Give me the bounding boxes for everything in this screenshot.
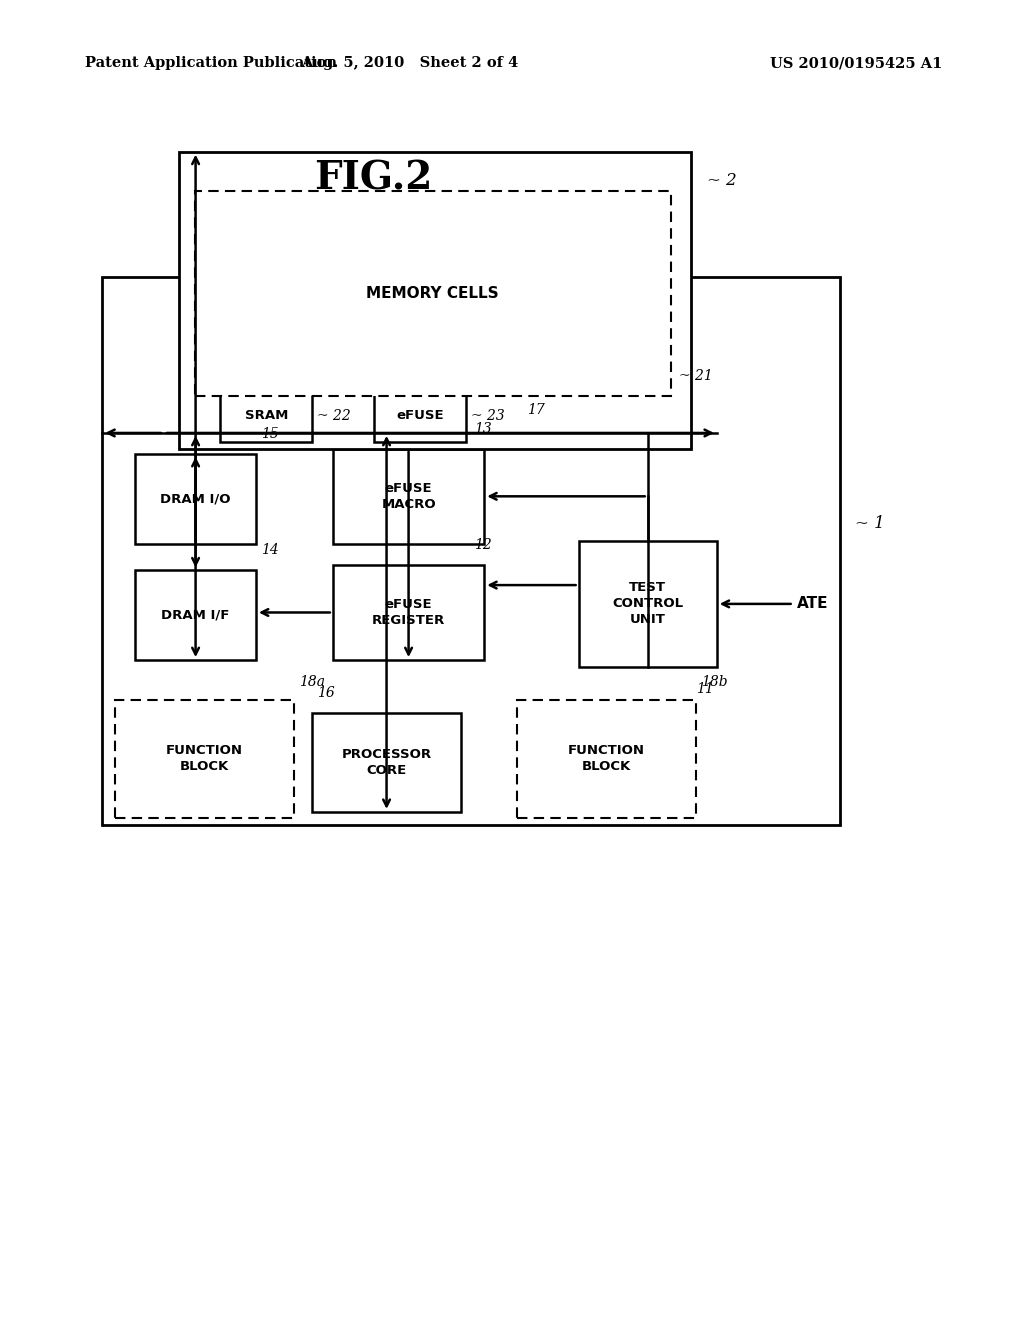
Bar: [312, 713, 461, 812]
Text: ~ 22: ~ 22: [317, 409, 351, 422]
Bar: [179, 152, 691, 449]
Text: 17: 17: [527, 403, 545, 417]
Text: FIG.2: FIG.2: [314, 160, 433, 197]
Bar: [517, 700, 696, 818]
Text: eFUSE
REGISTER: eFUSE REGISTER: [372, 598, 445, 627]
Text: SRAM: SRAM: [245, 409, 288, 422]
Text: 18b: 18b: [701, 675, 728, 689]
Text: 13: 13: [474, 421, 492, 436]
Text: FUNCTION
BLOCK: FUNCTION BLOCK: [166, 744, 243, 774]
Text: FUNCTION
BLOCK: FUNCTION BLOCK: [568, 744, 645, 774]
Text: ATE: ATE: [797, 597, 828, 611]
Bar: [374, 389, 466, 442]
Bar: [102, 277, 840, 825]
Text: DRAM I/F: DRAM I/F: [162, 609, 229, 622]
Bar: [115, 700, 294, 818]
Bar: [333, 565, 484, 660]
Bar: [333, 449, 484, 544]
Text: Aug. 5, 2010   Sheet 2 of 4: Aug. 5, 2010 Sheet 2 of 4: [301, 57, 518, 70]
Text: eFUSE
MACRO: eFUSE MACRO: [381, 482, 436, 511]
Text: ~ 1: ~ 1: [855, 515, 885, 532]
Text: DRAM I/O: DRAM I/O: [161, 492, 230, 506]
Bar: [579, 541, 717, 667]
Bar: [135, 454, 256, 544]
Bar: [195, 191, 671, 396]
Text: ~ 21: ~ 21: [679, 370, 713, 383]
Text: 18a: 18a: [299, 675, 325, 689]
Text: 12: 12: [474, 537, 492, 552]
Text: US 2010/0195425 A1: US 2010/0195425 A1: [770, 57, 942, 70]
Text: PROCESSOR
CORE: PROCESSOR CORE: [341, 748, 432, 776]
Text: 16: 16: [317, 685, 335, 700]
Text: Patent Application Publication: Patent Application Publication: [85, 57, 337, 70]
Text: ~ 2: ~ 2: [707, 172, 736, 189]
Bar: [135, 570, 256, 660]
Text: eFUSE: eFUSE: [396, 409, 443, 422]
Text: TEST
CONTROL
UNIT: TEST CONTROL UNIT: [612, 581, 683, 627]
Bar: [220, 389, 312, 442]
Text: 15: 15: [261, 426, 279, 441]
Text: 11: 11: [696, 682, 714, 697]
Text: ~ 23: ~ 23: [471, 409, 505, 422]
Text: 14: 14: [261, 543, 279, 557]
Text: MEMORY CELLS: MEMORY CELLS: [367, 286, 499, 301]
